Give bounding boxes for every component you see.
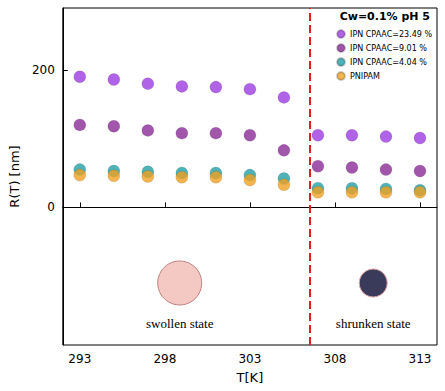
svg-text:308: 308 (323, 352, 346, 366)
svg-text:303: 303 (238, 352, 261, 366)
svg-text:200: 200 (32, 63, 55, 77)
svg-text:313: 313 (409, 352, 432, 366)
svg-text:swollen state: swollen state (146, 316, 214, 331)
svg-text:IPN CPAAC=4.04 %: IPN CPAAC=4.04 % (350, 58, 427, 67)
svg-text:Cw=0.1% pH 5: Cw=0.1% pH 5 (340, 10, 430, 23)
svg-text:PNIPAM: PNIPAM (350, 72, 380, 81)
svg-text:298: 298 (153, 352, 176, 366)
svg-text:R(T) [nm]: R(T) [nm] (7, 145, 22, 207)
svg-text:IPN CPAAC=9.01 %: IPN CPAAC=9.01 % (350, 44, 427, 53)
svg-text:IPN CPAAC=23.49 %: IPN CPAAC=23.49 % (350, 30, 432, 39)
svg-text:shrunken state: shrunken state (336, 316, 411, 331)
svg-text:0: 0 (47, 200, 55, 214)
svg-text:T[K]: T[K] (236, 370, 264, 385)
svg-text:293: 293 (68, 352, 91, 366)
